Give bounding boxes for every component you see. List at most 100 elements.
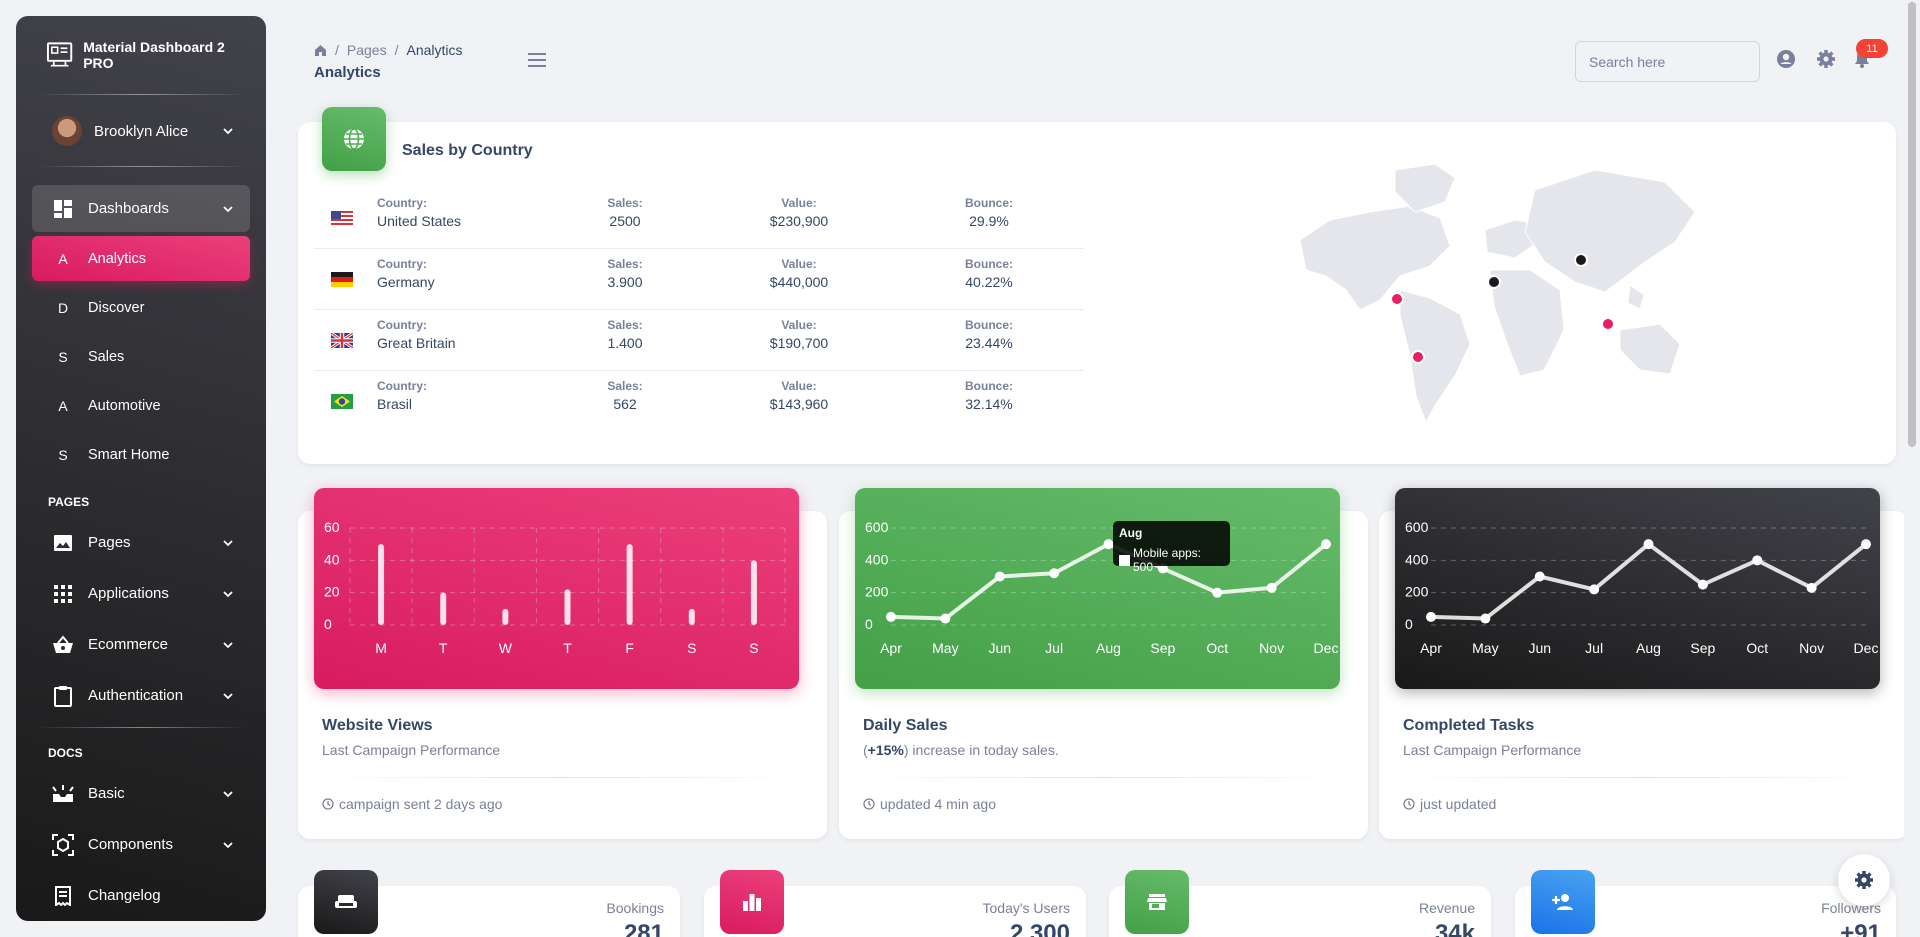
chart-title: Daily Sales <box>863 717 948 734</box>
search-input[interactable] <box>1575 41 1760 82</box>
cell-value: $143,960 <box>769 396 829 412</box>
user-menu[interactable]: Brooklyn Alice <box>32 96 250 166</box>
scrollbar[interactable] <box>1904 0 1920 937</box>
x-tick-label: Aug <box>1096 640 1121 656</box>
cell-label: Value: <box>781 379 817 393</box>
data-point <box>1589 584 1600 595</box>
cell-label: Sales: <box>607 257 643 271</box>
user-name: Brooklyn Alice <box>94 122 189 140</box>
x-tick-label: Dec <box>1314 640 1339 656</box>
value-cell: Value: $440,000 <box>754 257 844 290</box>
nav-letter: S <box>58 446 68 463</box>
map-marker[interactable] <box>1574 253 1588 267</box>
map-marker[interactable] <box>1601 317 1615 331</box>
map-marker[interactable] <box>1411 350 1425 364</box>
sidebar-item-automotive[interactable]: A Automotive <box>32 383 250 428</box>
data-point <box>1321 539 1331 550</box>
flag-gb-icon <box>331 333 353 348</box>
home-icon[interactable] <box>314 44 327 56</box>
x-tick-label: Oct <box>1746 640 1768 656</box>
scroll-thumb[interactable] <box>1908 2 1916 447</box>
cell-value: 562 <box>613 396 637 412</box>
completed-tasks-chart: 600 400 200 0 Apr May Jun Jul Aug Sep Oct Nov Dec <box>1395 488 1880 689</box>
sidebar-item-authentication[interactable]: Authentication <box>32 670 250 721</box>
data-point <box>1643 539 1654 550</box>
map-marker[interactable] <box>1487 275 1501 289</box>
sidebar-item-dashboards[interactable]: Dashboards <box>32 185 250 232</box>
menu-icon[interactable] <box>527 53 547 67</box>
configurator-button[interactable] <box>1838 854 1890 906</box>
country-cell: Country: Brasil <box>377 379 427 412</box>
sidebar-item-ecommerce[interactable]: Ecommerce <box>32 619 250 670</box>
line-chart: 600 400 200 0 Apr May Jun Jul Aug Sep Oct Nov Dec <box>1405 519 1879 656</box>
bar <box>626 544 633 625</box>
sidebar-item-applications[interactable]: Applications <box>32 568 250 619</box>
cell-value: 32.14% <box>965 396 1013 412</box>
cell-label: Country: <box>377 379 427 393</box>
value-cell: Value: $143,960 <box>754 379 844 412</box>
stat-value: 2,300 <box>1009 920 1070 937</box>
bar <box>688 608 695 625</box>
country-cell: Country: Great Britain <box>377 318 456 351</box>
x-tick-label: Nov <box>1799 640 1824 656</box>
breadcrumb-separator: / <box>335 42 339 58</box>
section-title-docs: DOCS <box>48 746 83 760</box>
stat-icon-box <box>1531 870 1595 934</box>
stat-value: 281 <box>623 920 664 937</box>
y-tick-label: 200 <box>865 584 889 600</box>
bar <box>750 560 757 625</box>
sidebar-item-basic[interactable]: Basic <box>32 768 250 819</box>
chevron-down-icon <box>223 641 233 648</box>
chart-subtitle: (+15%) increase in today sales. <box>863 742 1059 758</box>
cell-value: 1.400 <box>607 335 643 351</box>
person-add-icon <box>1552 894 1573 910</box>
stat-label: Today's Users <box>982 900 1070 916</box>
x-tick-label: F <box>625 640 634 656</box>
account-circle-icon[interactable] <box>1776 49 1796 69</box>
x-tick-label: Dec <box>1854 640 1879 656</box>
clipboard-icon <box>52 685 74 707</box>
map-marker[interactable] <box>1390 292 1404 306</box>
sidebar-item-discover[interactable]: D Discover <box>32 285 250 330</box>
world-map[interactable] <box>1290 160 1700 430</box>
stat-icon-box <box>720 870 784 934</box>
cell-value: 40.22% <box>965 274 1013 290</box>
receipt-icon <box>52 885 74 906</box>
x-tick-label: Apr <box>880 640 902 656</box>
sidebar-item-analytics[interactable]: A Analytics <box>32 236 250 281</box>
sidebar-item-label: Pages <box>88 534 131 551</box>
sidebar-item-smart-home[interactable]: S Smart Home <box>32 432 250 477</box>
flag-de-icon <box>331 272 353 287</box>
sidebar-item-label: Basic <box>88 785 125 802</box>
chart-footer: campaign sent 2 days ago <box>322 796 502 812</box>
sidebar-item-label: Analytics <box>88 250 147 267</box>
bar-chart: 60 40 20 0 M T W T F S S <box>324 519 786 656</box>
leaderboard-icon <box>743 894 761 911</box>
y-tick-label: 600 <box>865 519 889 535</box>
stat-value: 34k <box>1434 920 1475 937</box>
sidebar-item-changelog[interactable]: Changelog <box>32 870 250 921</box>
gear-icon[interactable] <box>1816 49 1836 69</box>
breadcrumb-pages[interactable]: Pages <box>346 42 387 58</box>
cell-value: Brasil <box>377 396 413 412</box>
bounce-cell: Bounce: 23.44% <box>954 318 1024 351</box>
sidebar-item-sales[interactable]: S Sales <box>32 334 250 379</box>
brand[interactable]: Material Dashboard 2 PRO <box>16 16 266 94</box>
chart-footer: just updated <box>1403 796 1496 812</box>
y-tick-label: 400 <box>1405 551 1429 567</box>
cell-label: Bounce: <box>965 196 1013 210</box>
x-tick-label: M <box>375 640 387 656</box>
chart-title: Completed Tasks <box>1403 717 1535 734</box>
nav-letter: A <box>58 250 68 267</box>
cell-label: Value: <box>781 318 817 332</box>
sidebar-item-components[interactable]: Components <box>32 819 250 870</box>
x-tick-label: Sep <box>1150 640 1175 656</box>
cell-value: Germany <box>377 274 435 290</box>
divider <box>36 94 246 95</box>
cell-value: 29.9% <box>969 213 1009 229</box>
sidebar-item-label: Ecommerce <box>88 636 169 653</box>
data-point <box>886 611 896 622</box>
chart-title: Website Views <box>322 717 433 734</box>
sidebar-item-pages[interactable]: Pages <box>32 517 250 568</box>
chart-subtitle: Last Campaign Performance <box>322 742 501 758</box>
